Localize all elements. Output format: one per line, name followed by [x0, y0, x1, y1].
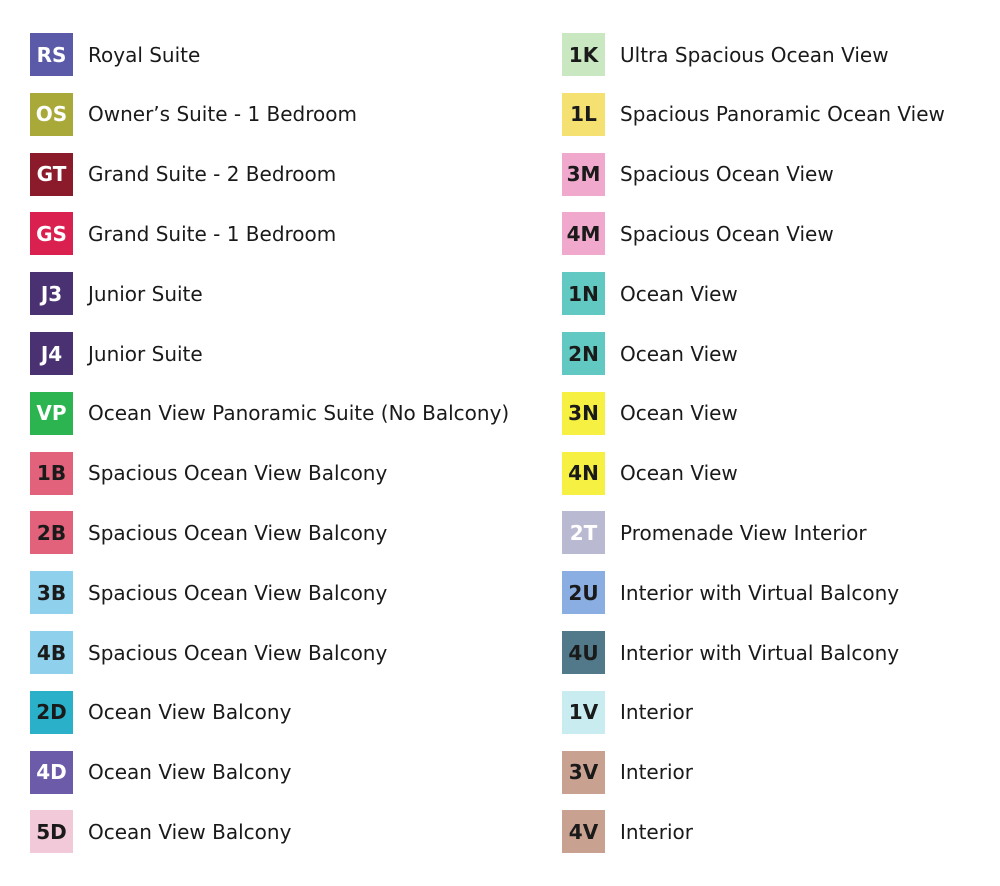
code-badge: 1V	[562, 690, 605, 734]
code-badge: VP	[30, 391, 73, 435]
code-badge: 1K	[562, 33, 605, 76]
code-badge: 2U	[562, 571, 605, 615]
legend-item: 2U Interior with Virtual Balcony	[562, 571, 900, 615]
legend-item: 3M Spacious Ocean View	[562, 152, 834, 196]
code-badge: J3	[30, 272, 73, 316]
code-badge: 4U	[562, 631, 605, 674]
code-badge: 2B	[30, 511, 73, 555]
code-badge: OS	[30, 92, 73, 136]
category-label: Grand Suite - 2 Bedroom	[88, 162, 337, 187]
legend-item: 2T Promenade View Interior	[562, 511, 867, 555]
legend-item: 4B Spacious Ocean View Balcony	[30, 631, 387, 674]
category-label: Spacious Ocean View	[620, 162, 834, 187]
code-badge: 1B	[30, 451, 73, 495]
category-label: Interior	[620, 700, 693, 725]
legend-item: 2N Ocean View	[562, 332, 738, 375]
legend-item: RS Royal Suite	[30, 33, 200, 76]
legend-item: 4U Interior with Virtual Balcony	[562, 631, 899, 674]
category-label: Spacious Ocean View Balcony	[88, 520, 388, 545]
code-badge: 2T	[562, 511, 605, 555]
code-badge: 3N	[562, 391, 605, 435]
category-label: Ultra Spacious Ocean View	[620, 42, 889, 67]
legend-item: 1L Spacious Panoramic Ocean View	[562, 92, 945, 136]
legend-item: VP Ocean View Panoramic Suite (No Balcony…	[30, 391, 510, 435]
category-label: Promenade View Interior	[620, 520, 867, 545]
category-label: Ocean View Balcony	[88, 700, 292, 725]
code-badge: 5D	[30, 810, 73, 854]
code-badge: 1N	[562, 272, 605, 316]
code-badge: RS	[30, 33, 73, 76]
code-badge: GS	[30, 212, 73, 256]
category-label: Spacious Ocean View Balcony	[88, 461, 388, 486]
legend-item: 4D Ocean View Balcony	[30, 750, 292, 794]
code-badge: J4	[30, 332, 73, 375]
code-badge: 1L	[562, 92, 605, 136]
code-badge: 4B	[30, 631, 73, 674]
legend-item: 1V Interior	[562, 690, 693, 734]
legend-item: 1K Ultra Spacious Ocean View	[562, 33, 889, 76]
category-label: Ocean View	[620, 341, 738, 366]
legend-item: 2D Ocean View Balcony	[30, 690, 292, 734]
legend-item: 2B Spacious Ocean View Balcony	[30, 511, 388, 555]
category-label: Interior	[620, 760, 693, 785]
category-label: Ocean View	[620, 401, 738, 426]
legend-item: 4M Spacious Ocean View	[562, 212, 834, 256]
code-badge: 2D	[30, 690, 73, 734]
code-badge: 3M	[562, 152, 605, 196]
category-label: Ocean View Balcony	[88, 760, 292, 785]
category-label: Ocean View	[620, 281, 738, 306]
code-badge: 3V	[562, 750, 605, 794]
category-label: Grand Suite - 1 Bedroom	[88, 221, 337, 246]
category-label: Junior Suite	[88, 341, 203, 366]
code-badge: 4V	[562, 810, 605, 854]
code-badge: 4N	[562, 451, 605, 495]
category-label: Spacious Ocean View Balcony	[88, 580, 388, 605]
category-label: Junior Suite	[88, 281, 203, 306]
code-badge: 3B	[30, 571, 73, 615]
legend-item: 1N Ocean View	[562, 272, 738, 316]
category-label: Royal Suite	[88, 42, 201, 67]
category-label: Owner’s Suite - 1 Bedroom	[88, 102, 357, 127]
code-badge: 2N	[562, 332, 605, 375]
legend-item: 4V Interior	[562, 810, 693, 854]
legend-item: OS Owner’s Suite - 1 Bedroom	[30, 92, 357, 136]
category-label: Interior with Virtual Balcony	[620, 640, 900, 665]
category-label: Spacious Ocean View	[620, 221, 834, 246]
code-badge: GT	[30, 152, 73, 196]
category-label: Ocean View Balcony	[88, 819, 292, 844]
category-label: Ocean View Panoramic Suite (No Balcony)	[88, 401, 510, 426]
legend-item: J4 Junior Suite	[30, 332, 203, 375]
code-badge: 4M	[562, 212, 605, 256]
code-badge: 4D	[30, 750, 73, 794]
legend-item: GT Grand Suite - 2 Bedroom	[30, 152, 337, 196]
legend-item: GS Grand Suite - 1 Bedroom	[30, 212, 337, 256]
legend-item: 3V Interior	[562, 750, 693, 794]
category-label: Interior	[620, 819, 693, 844]
category-label: Spacious Ocean View Balcony	[88, 640, 388, 665]
category-label: Spacious Panoramic Ocean View	[620, 102, 945, 127]
legend-item: 5D Ocean View Balcony	[30, 810, 292, 854]
category-label: Interior with Virtual Balcony	[620, 580, 900, 605]
legend-item: 4N Ocean View	[562, 451, 738, 495]
legend-item: 3B Spacious Ocean View Balcony	[30, 571, 388, 615]
legend-item: 3N Ocean View	[562, 391, 738, 435]
legend-item: 1B Spacious Ocean View Balcony	[30, 451, 388, 495]
category-label: Ocean View	[620, 461, 738, 486]
legend-item: J3 Junior Suite	[30, 272, 203, 316]
